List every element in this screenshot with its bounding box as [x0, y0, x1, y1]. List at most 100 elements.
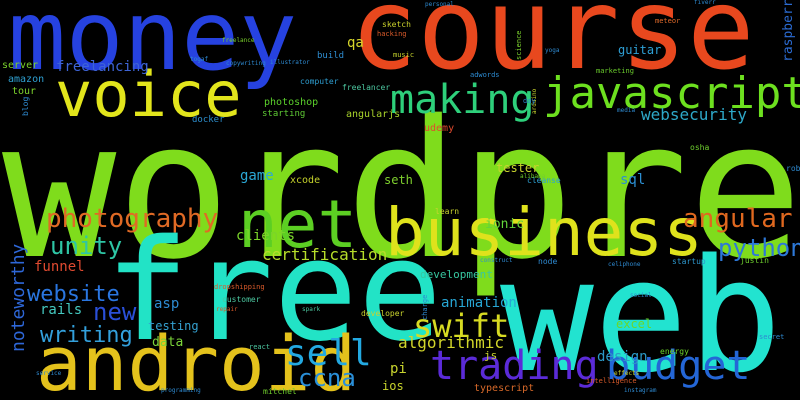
- word: xcode: [290, 175, 321, 186]
- word: js: [484, 349, 498, 362]
- word: pi: [390, 361, 407, 377]
- word: testing: [148, 319, 199, 333]
- word: amazon: [8, 74, 45, 85]
- word: animation: [441, 295, 517, 311]
- word: service: [36, 370, 62, 377]
- word: clients: [236, 228, 296, 244]
- word: money: [8, 0, 297, 92]
- word: tour: [12, 86, 37, 97]
- word: meteor: [655, 17, 681, 25]
- word: charge: [421, 294, 429, 320]
- word: programming: [161, 387, 201, 394]
- word: web: [500, 225, 782, 400]
- word: starting: [262, 109, 306, 119]
- word: cleanse: [527, 176, 561, 185]
- word: new: [93, 298, 137, 326]
- word: sql: [620, 172, 646, 188]
- word: music: [393, 51, 415, 59]
- word: ionic: [485, 217, 525, 232]
- word: data: [152, 335, 184, 350]
- word: angularjs: [346, 109, 401, 120]
- word: justin: [740, 256, 769, 265]
- word: illustrator: [270, 59, 310, 66]
- word: hacking: [377, 30, 407, 38]
- word: developer: [361, 309, 405, 318]
- word: customer: [222, 295, 261, 304]
- word: celiphone: [608, 261, 641, 268]
- word: unity: [50, 232, 123, 260]
- word: website: [27, 282, 120, 307]
- word: dropshipping: [214, 283, 265, 291]
- word: excel: [616, 317, 653, 331]
- word: guitar: [618, 43, 662, 57]
- word: game: [240, 168, 274, 184]
- word: course: [350, 0, 755, 95]
- word: yoga: [545, 47, 560, 54]
- word: development: [420, 268, 493, 281]
- word: mitchel: [263, 387, 297, 396]
- word: funnel: [34, 259, 85, 275]
- word: learn: [435, 207, 460, 216]
- word: server: [2, 60, 39, 71]
- word: startup: [672, 257, 706, 266]
- word: build: [317, 51, 345, 61]
- word: free: [105, 210, 443, 373]
- word: fiverr: [694, 0, 716, 6]
- word: social: [630, 292, 652, 299]
- word: freelancing: [56, 59, 149, 75]
- word: rails: [40, 302, 83, 318]
- word: udemy: [424, 123, 455, 134]
- word: business: [385, 194, 703, 271]
- word: effects: [614, 370, 640, 377]
- word: websecurity: [641, 105, 747, 124]
- word: computer: [300, 77, 339, 86]
- word: sketch: [382, 20, 411, 29]
- word: raspberry: [781, 0, 796, 62]
- word: day: [523, 97, 536, 105]
- word: asp: [154, 296, 180, 312]
- word: voice: [55, 58, 242, 131]
- word: copywriting: [226, 60, 266, 67]
- word: media: [617, 107, 636, 114]
- word: ccna: [298, 364, 356, 392]
- word: algorithmic: [398, 333, 504, 352]
- word: construct: [480, 257, 513, 264]
- word: certification: [262, 245, 388, 264]
- word: marketing: [596, 67, 634, 75]
- word: osha: [690, 143, 710, 152]
- word: photography: [46, 204, 219, 234]
- word: science: [515, 30, 523, 60]
- word: freelance: [222, 37, 255, 44]
- word: seth: [384, 173, 413, 187]
- word: blog: [21, 96, 30, 116]
- word: repair: [216, 306, 238, 313]
- word: typescript: [474, 383, 535, 394]
- word: spark: [302, 306, 321, 313]
- word: writing: [40, 323, 133, 348]
- word: net: [238, 186, 358, 263]
- word: react: [249, 343, 271, 351]
- word: sell: [285, 333, 372, 374]
- word: instagram: [624, 387, 657, 394]
- word: photoshop: [264, 97, 319, 108]
- word: togaf: [190, 56, 209, 63]
- word: tester: [496, 161, 540, 175]
- word: docker: [192, 115, 225, 125]
- word: freelancer: [342, 83, 391, 92]
- word: trading: [430, 343, 599, 389]
- word: android: [36, 319, 357, 400]
- word: secret: [759, 333, 785, 341]
- word: personal: [425, 1, 454, 8]
- word: design: [597, 349, 648, 365]
- word: intelligence: [586, 377, 637, 385]
- word: javascript: [543, 68, 800, 119]
- word: angular: [683, 204, 793, 234]
- word: qa: [347, 35, 364, 51]
- word: noteworthy: [8, 243, 29, 352]
- word: wordpress: [2, 80, 800, 301]
- word: making: [390, 77, 535, 123]
- word: adwords: [470, 71, 500, 79]
- word: ios: [382, 379, 404, 393]
- word: node: [538, 257, 558, 266]
